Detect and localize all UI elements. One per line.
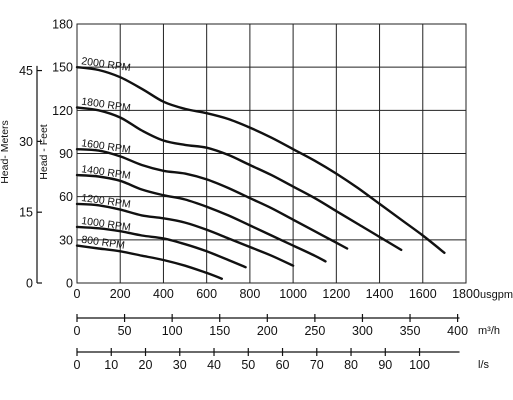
secondary-x-tick-label: 0 — [74, 358, 81, 372]
y-tick-label-feet: 90 — [59, 147, 73, 161]
y-tick-label-meters: 15 — [19, 206, 33, 220]
curve-1000-rpm — [75, 225, 247, 269]
y-tick-label-meters: 0 — [26, 277, 33, 291]
x-tick-label: 0 — [74, 287, 81, 301]
secondary-x-tick-label: 200 — [257, 324, 278, 338]
secondary-x-tick-label: 50 — [241, 358, 255, 372]
x-axis-unit-ls: l/s — [478, 359, 490, 371]
x-tick-label: 200 — [110, 287, 131, 301]
secondary-x-tick-label: 10 — [104, 358, 118, 372]
secondary-x-tick-label: 50 — [118, 324, 132, 338]
y-tick-label-feet: 60 — [59, 190, 73, 204]
y-axis-title-feet: Head - Feet — [38, 124, 50, 180]
secondary-x-tick-label: 400 — [447, 324, 468, 338]
x-tick-label: 800 — [239, 287, 260, 301]
curve-1400-rpm — [75, 173, 327, 263]
secondary-x-tick-label: 150 — [209, 324, 230, 338]
curve-label-1400-rpm: 1400 RPM — [81, 163, 132, 182]
axes: 0 200 400 600 800 1000 1200 1400 1600 18000306090… — [19, 18, 480, 373]
secondary-x-tick-label: 40 — [207, 358, 221, 372]
curve-2000-rpm — [75, 66, 446, 254]
secondary-x-tick-label: 350 — [400, 324, 421, 338]
grid — [76, 23, 467, 284]
x-tick-label: 1400 — [366, 287, 394, 301]
x-tick-label: 1600 — [409, 287, 437, 301]
x-tick-label: 600 — [196, 287, 217, 301]
y-tick-label-feet: 180 — [52, 18, 73, 32]
x-tick-label: 1200 — [322, 287, 350, 301]
curve-1200-rpm — [75, 202, 295, 267]
secondary-x-tick-label: 250 — [304, 324, 325, 338]
secondary-x-tick-label: 80 — [344, 358, 358, 372]
y-axis-title-meters: Head- Meters — [0, 120, 11, 184]
curve-1600-rpm — [75, 148, 349, 250]
secondary-x-tick-label: 0 — [74, 324, 81, 338]
x-tick-label: 400 — [153, 287, 174, 301]
secondary-x-tick-label: 30 — [173, 358, 187, 372]
secondary-x-tick-label: 20 — [139, 358, 153, 372]
secondary-x-tick-label: 70 — [310, 358, 324, 372]
y-tick-label-meters: 30 — [19, 135, 33, 149]
x-tick-label: 1000 — [279, 287, 307, 301]
y-tick-label-feet: 0 — [66, 277, 73, 291]
y-tick-label-meters: 45 — [19, 64, 33, 78]
x-tick-label: 1800 — [452, 287, 480, 301]
secondary-x-tick-label: 100 — [409, 358, 430, 372]
x-axis-unit-usgpm: usgpm — [480, 289, 513, 301]
curve-800-rpm — [75, 244, 223, 280]
secondary-x-tick-label: 300 — [352, 324, 373, 338]
y-tick-label-feet: 30 — [59, 233, 73, 247]
curve-label-1200-rpm: 1200 RPM — [81, 192, 132, 211]
y-tick-label-feet: 150 — [52, 61, 73, 75]
secondary-x-tick-label: 90 — [378, 358, 392, 372]
curve-label-1000-rpm: 1000 RPM — [81, 215, 132, 234]
x-axis-unit-m3h: m³/h — [478, 325, 500, 337]
secondary-x-tick-label: 60 — [276, 358, 290, 372]
y-tick-label-feet: 120 — [52, 104, 73, 118]
curve-1800-rpm — [75, 106, 403, 252]
secondary-x-tick-label: 100 — [162, 324, 183, 338]
rpm-curves — [75, 66, 446, 280]
